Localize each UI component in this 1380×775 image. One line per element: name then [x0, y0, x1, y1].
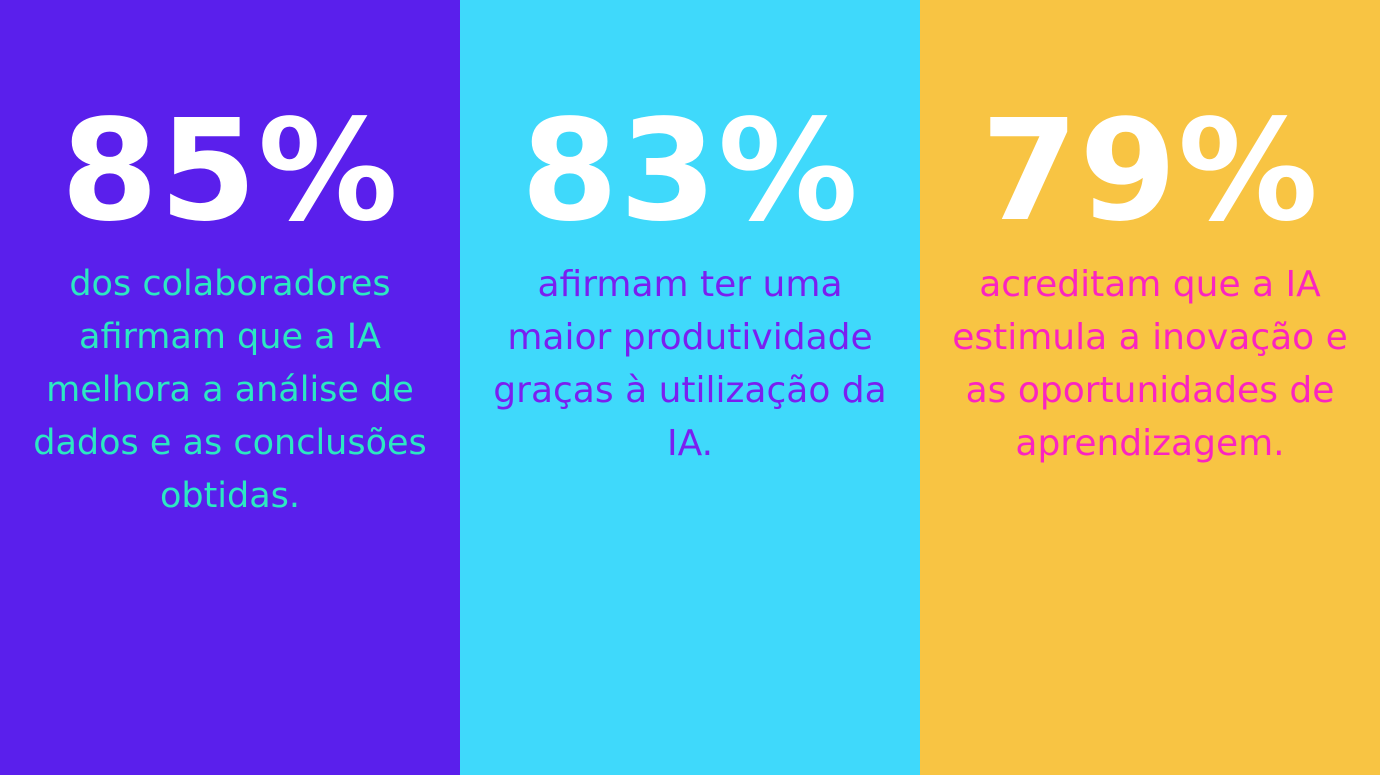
stat-value: 83%	[520, 90, 860, 253]
stat-value: 85%	[60, 90, 400, 253]
stat-panel-2: 83% afirmam ter uma maior produtividade …	[460, 0, 920, 775]
stat-panel-1: 85% dos colaboradores afirmam que a IA m…	[0, 0, 460, 775]
stat-description: dos colaboradores afirmam que a IA melho…	[33, 264, 427, 516]
stat-panel-3: 79% acreditam que a IA estimula a inovaç…	[920, 0, 1380, 775]
stat-description: afirmam ter uma maior produtividade graç…	[493, 264, 887, 464]
stat-value: 79%	[980, 90, 1320, 253]
stat-description: acreditam que a IA estimula a inovação e…	[952, 264, 1348, 464]
